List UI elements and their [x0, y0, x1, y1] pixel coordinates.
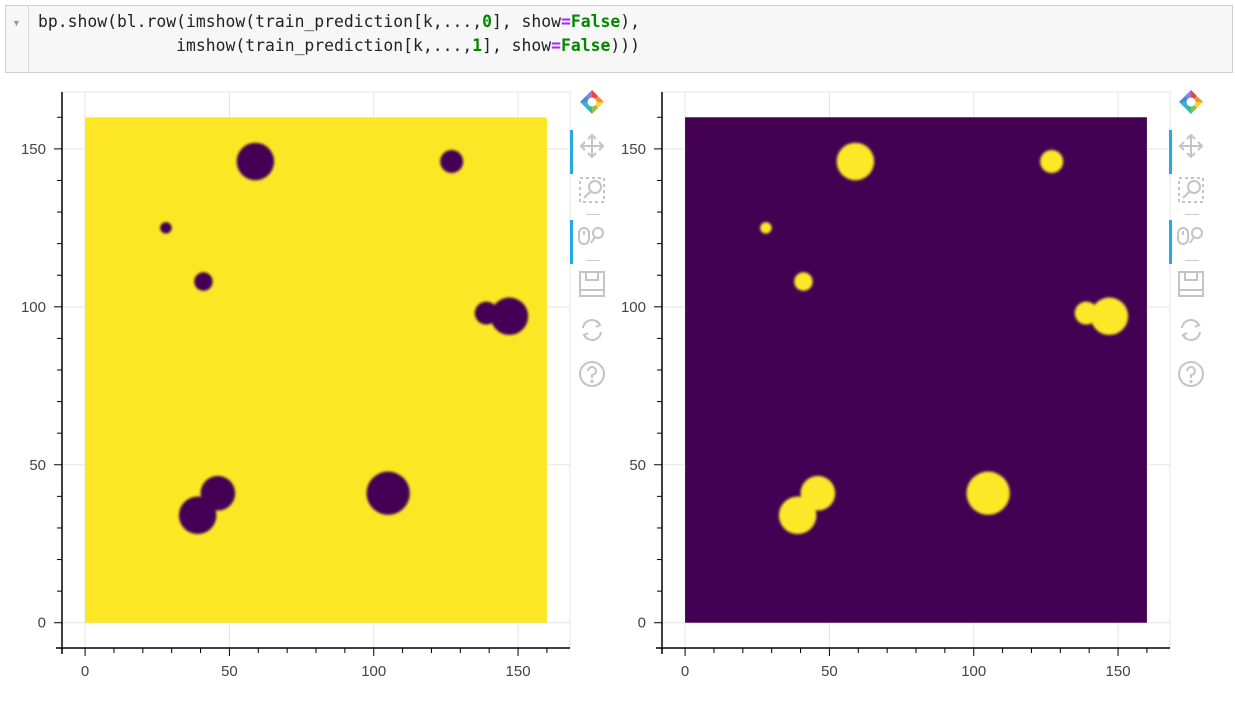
heatmap-blob: [800, 475, 836, 511]
y-tick-label: 150: [621, 141, 646, 158]
y-tick-label: 100: [21, 299, 46, 316]
heatmap-blob: [194, 272, 213, 291]
x-tick-label: 50: [821, 663, 838, 680]
tool-separator: [586, 260, 600, 261]
heatmap-background: [85, 117, 547, 623]
save-tool[interactable]: [572, 266, 612, 306]
code-cell[interactable]: ▼ bp.show(bl.row(imshow(train_prediction…: [5, 5, 1233, 73]
x-tick-label: 0: [81, 663, 89, 680]
heatmap-blobs: [160, 142, 529, 535]
active-tool-indicator: [570, 130, 573, 174]
reset-icon: [1177, 316, 1205, 349]
wheel-zoom-icon: [1176, 222, 1206, 255]
plot-left[interactable]: 0 50 100 150 0 50 100 150: [21, 91, 571, 680]
heatmap-blob: [760, 222, 772, 234]
y-tick-label: 150: [21, 141, 46, 158]
help-icon: [1177, 360, 1205, 393]
triangle-down-icon[interactable]: ▼: [12, 18, 21, 28]
cell-gutter[interactable]: ▼: [6, 6, 29, 72]
reset-tool[interactable]: [1171, 312, 1211, 352]
active-tool-indicator: [1169, 220, 1172, 264]
heatmap-blob: [794, 272, 813, 291]
pan-tool[interactable]: [1169, 128, 1211, 174]
y-tick-label: 0: [38, 615, 46, 632]
x-tick-label: 150: [506, 663, 531, 680]
pan-icon: [1177, 132, 1205, 165]
code-editor[interactable]: bp.show(bl.row(imshow(train_prediction[k…: [38, 10, 640, 58]
x-tick-label: 100: [361, 663, 386, 680]
bokeh-logo-tool[interactable]: [1171, 84, 1211, 124]
tool-separator: [1185, 214, 1199, 215]
reset-tool[interactable]: [572, 312, 612, 352]
plot-output: 0 50 100 150 0 50 100 150 0 50 100 150 0 50 100 150: [21, 91, 1171, 680]
heatmap-blob: [200, 475, 236, 511]
box-zoom-tool[interactable]: [572, 172, 612, 215]
x-tick-label: 0: [681, 663, 689, 680]
code-line-2: imshow(train_prediction[k,...,1], show=F…: [38, 36, 640, 55]
y-tick-label: 50: [629, 457, 646, 474]
wheel-zoom-tool[interactable]: [570, 218, 612, 264]
x-tick-label: 100: [961, 663, 986, 680]
heatmap-blob: [160, 222, 172, 234]
save-icon: [578, 270, 606, 303]
heatmap-blob: [236, 142, 275, 181]
box-zoom-icon: [578, 176, 606, 209]
x-tick-label: 150: [1106, 663, 1131, 680]
save-icon: [1177, 270, 1205, 303]
heatmap-blobs: [760, 142, 1129, 535]
active-tool-indicator: [570, 220, 573, 264]
heatmap-blob: [440, 149, 464, 174]
y-tick-label: 0: [638, 615, 646, 632]
box-zoom-icon: [1177, 176, 1205, 209]
help-tool[interactable]: [1171, 356, 1211, 396]
bokeh-logo-icon: [577, 87, 607, 122]
wheel-zoom-tool[interactable]: [1169, 218, 1211, 264]
bokeh-logo-icon: [1176, 87, 1206, 122]
heatmap-blob: [366, 471, 410, 515]
heatmap-blob: [1040, 149, 1064, 174]
heatmap-image: [685, 117, 1147, 623]
active-tool-indicator: [1169, 130, 1172, 174]
heatmap-blob: [966, 471, 1010, 515]
heatmap-blob: [490, 297, 529, 336]
heatmap-blob: [1090, 297, 1129, 336]
wheel-zoom-icon: [577, 222, 607, 255]
bokeh-logo-tool[interactable]: [572, 84, 612, 124]
help-tool[interactable]: [572, 356, 612, 396]
tool-separator: [586, 214, 600, 215]
tool-separator: [1185, 260, 1199, 261]
reset-icon: [578, 316, 606, 349]
y-tick-label: 50: [29, 457, 46, 474]
heatmap-image: [85, 117, 547, 623]
help-icon: [578, 360, 606, 393]
save-tool[interactable]: [1171, 266, 1211, 306]
pan-icon: [578, 132, 606, 165]
y-tick-label: 100: [621, 299, 646, 316]
box-zoom-tool[interactable]: [1171, 172, 1211, 215]
x-tick-label: 50: [221, 663, 238, 680]
plot-right[interactable]: 0 50 100 150 0 50 100 150: [621, 91, 1171, 680]
code-line-1: bp.show(bl.row(imshow(train_prediction[k…: [38, 12, 640, 31]
heatmap-background: [685, 117, 1147, 623]
pan-tool[interactable]: [570, 128, 612, 174]
heatmap-blob: [836, 142, 875, 181]
